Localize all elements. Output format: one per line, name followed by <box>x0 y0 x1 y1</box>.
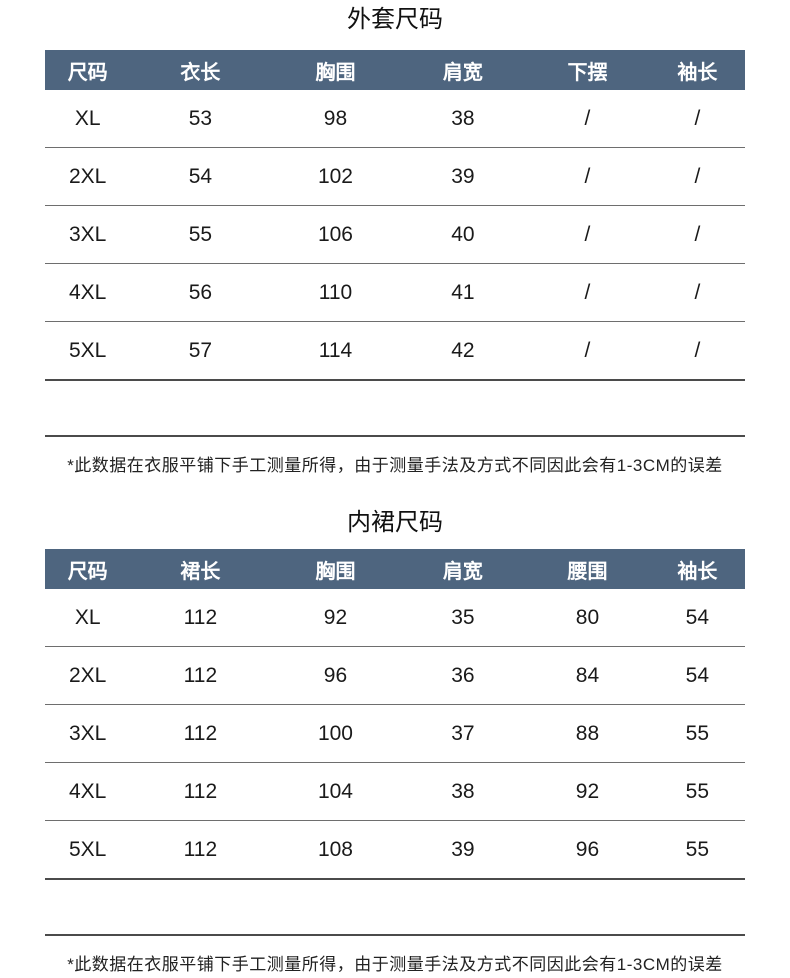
table-cell: 112 <box>183 663 218 687</box>
table-cell: / <box>694 222 701 246</box>
table-cell: 114 <box>318 338 353 362</box>
column-header: 胸围 <box>315 560 356 583</box>
table-cell: 108 <box>317 837 353 861</box>
empty-row-divider <box>45 381 745 437</box>
column-header: 裙长 <box>180 560 221 583</box>
table-row: 4XL 56 110 41 / / <box>45 264 745 322</box>
column-header: 下摆 <box>567 61 608 84</box>
table-cell: / <box>584 280 591 304</box>
table-cell: / <box>694 280 701 304</box>
outerwear-size-section: 外套尺码 尺码 衣长 胸围 肩宽 下摆 袖长 XL 53 98 38 / / 2XL 54 102 39 / /… <box>0 4 790 477</box>
outerwear-size-table: 尺码 衣长 胸围 肩宽 下摆 袖长 XL 53 98 38 / / 2XL 54 102 39 / / 3XL 55… <box>45 50 745 381</box>
inner-skirt-size-table: 尺码 裙长 胸围 肩宽 腰围 袖长 XL 112 92 35 80 54 2XL 112 96 36 84 54… <box>45 549 745 880</box>
table-cell: 56 <box>188 280 213 304</box>
table-cell: 54 <box>685 605 710 629</box>
table-cell: / <box>694 106 701 130</box>
table-cell: 41 <box>451 280 475 304</box>
table-cell: / <box>694 164 701 188</box>
table-cell: 2XL <box>69 164 107 188</box>
column-header: 肩宽 <box>442 61 483 84</box>
table-row: 2XL 112 96 36 84 54 <box>45 647 745 705</box>
table-cell: XL <box>74 605 101 629</box>
table-row: 4XL 112 104 38 92 55 <box>45 763 745 821</box>
column-header: 肩宽 <box>442 560 483 583</box>
table-cell: / <box>584 106 591 130</box>
table-cell: 100 <box>317 721 353 745</box>
table-row: 5XL 112 108 39 96 55 <box>45 821 745 878</box>
table-row: 3XL 112 100 37 88 55 <box>45 705 745 763</box>
table-cell: 35 <box>451 605 475 629</box>
table-cell: 55 <box>685 721 710 745</box>
table-cell: / <box>584 222 591 246</box>
measurement-note: *此数据在衣服平铺下手工测量所得，由于测量手法及方式不同因此会有1-3CM的误差 <box>67 456 723 475</box>
outerwear-table-title: 外套尺码 <box>347 6 443 33</box>
table-cell: 4XL <box>69 779 107 803</box>
table-cell: 54 <box>685 663 710 687</box>
table-cell: 36 <box>451 663 475 687</box>
table-cell: 55 <box>685 837 710 861</box>
table-cell: 38 <box>451 106 475 130</box>
table-cell: 88 <box>575 721 600 745</box>
table-cell: 3XL <box>69 222 107 246</box>
table-cell: / <box>584 338 591 362</box>
table-row: 3XL 55 106 40 / / <box>45 206 745 264</box>
table-row: XL 112 92 35 80 54 <box>45 589 745 647</box>
table-cell: 112 <box>183 605 218 629</box>
column-header: 衣长 <box>180 61 221 84</box>
table-body: XL 53 98 38 / / 2XL 54 102 39 / / 3XL 55 106 40 / / 4XL 56 1… <box>45 90 745 381</box>
measurement-note: *此数据在衣服平铺下手工测量所得，由于测量手法及方式不同因此会有1-3CM的误差 <box>67 955 723 974</box>
empty-row-divider <box>45 880 745 936</box>
inner-skirt-size-section: 内裙尺码 尺码 裙长 胸围 肩宽 腰围 袖长 XL 112 92 35 80 54 2XL 112 96 3… <box>0 507 790 976</box>
table-cell: 55 <box>685 779 710 803</box>
column-header: 袖长 <box>677 61 718 84</box>
table-cell: 104 <box>317 779 353 803</box>
table-cell: 112 <box>183 837 218 861</box>
table-cell: 102 <box>317 164 353 188</box>
table-cell: 40 <box>451 222 475 246</box>
inner-skirt-table-title: 内裙尺码 <box>347 509 443 536</box>
table-cell: 38 <box>451 779 475 803</box>
column-header: 尺码 <box>67 61 108 84</box>
table-cell: 42 <box>451 338 475 362</box>
table-cell: 54 <box>188 164 213 188</box>
table-cell: 112 <box>183 779 218 803</box>
table-row: 2XL 54 102 39 / / <box>45 148 745 206</box>
table-cell: 96 <box>323 663 348 687</box>
table-cell: 112 <box>183 721 218 745</box>
table-cell: 2XL <box>69 663 107 687</box>
table-cell: 96 <box>575 837 600 861</box>
table-cell: 92 <box>323 605 348 629</box>
table-header-row: 尺码 衣长 胸围 肩宽 下摆 袖长 <box>45 50 745 90</box>
table-cell: 110 <box>318 280 353 304</box>
table-row: 5XL 57 114 42 / / <box>45 322 745 379</box>
column-header: 尺码 <box>67 560 108 583</box>
table-row: XL 53 98 38 / / <box>45 90 745 148</box>
table-cell: 5XL <box>69 338 107 362</box>
table-cell: 4XL <box>69 280 107 304</box>
column-header: 袖长 <box>677 560 718 583</box>
table-header-row: 尺码 裙长 胸围 肩宽 腰围 袖长 <box>45 549 745 589</box>
column-header: 腰围 <box>567 560 608 583</box>
table-cell: 106 <box>317 222 353 246</box>
table-cell: 39 <box>451 837 475 861</box>
column-header: 胸围 <box>315 61 356 84</box>
table-cell: 53 <box>188 106 213 130</box>
table-cell: 37 <box>451 721 475 745</box>
table-cell: 39 <box>451 164 475 188</box>
table-cell: 55 <box>188 222 213 246</box>
table-cell: / <box>694 338 701 362</box>
table-cell: 84 <box>575 663 600 687</box>
table-cell: 80 <box>575 605 600 629</box>
table-cell: 57 <box>188 338 213 362</box>
table-cell: 5XL <box>69 837 107 861</box>
table-cell: 3XL <box>69 721 107 745</box>
table-cell: / <box>584 164 591 188</box>
table-cell: 92 <box>575 779 600 803</box>
table-body: XL 112 92 35 80 54 2XL 112 96 36 84 54 3XL 112 100 37 88… <box>45 589 745 880</box>
table-cell: 98 <box>323 106 348 130</box>
table-cell: XL <box>74 106 101 130</box>
